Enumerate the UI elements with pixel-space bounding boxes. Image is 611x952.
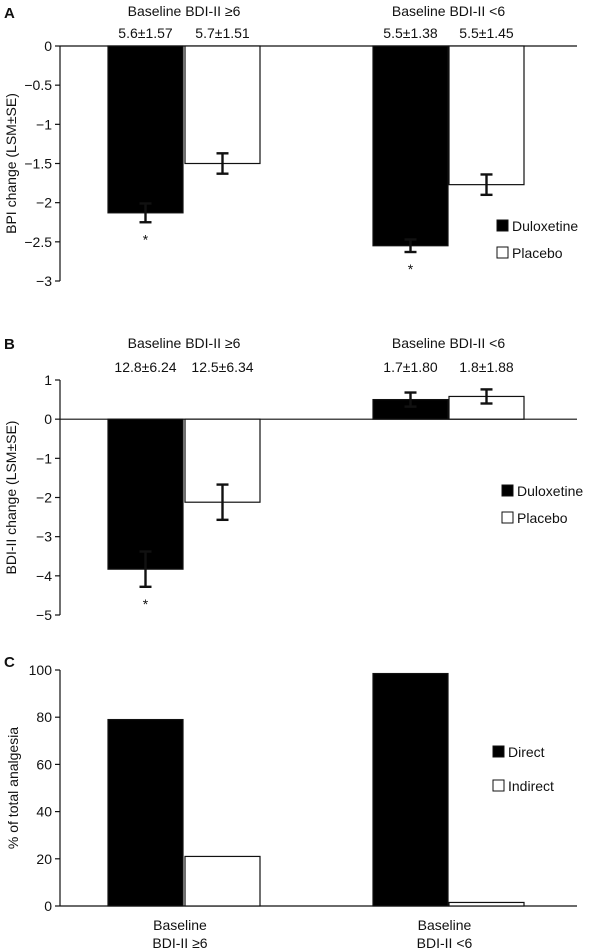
y-tick-label: 40 [36,804,52,820]
error-bar-placebo-group-1 [216,152,229,175]
y-tick-label: −4 [36,568,52,584]
baseline-label: 12.8±6.24 [114,359,176,375]
legend-swatch [501,484,514,497]
y-tick-label: −0.5 [24,77,52,93]
bar-indirect-group-2 [448,901,525,907]
y-tick-label: −5 [36,607,52,623]
legend-label: Indirect [508,778,554,794]
y-tick-label: 0 [44,898,52,914]
baseline-label: 1.7±1.80 [383,359,438,375]
y-tick-label: −1 [36,450,52,466]
baseline-label: 5.5±1.45 [459,25,514,41]
panel-b: B 1 0 −1 −2 −3 −4 −5 BDI-II change (LSM±SE) * Base… [3,335,583,623]
legend-swatch [496,219,509,232]
legend-item-duloxetine: Duloxetine [501,483,583,499]
y-tick-label: −1 [36,116,52,132]
group-title: Baseline BDI-II <6 [392,3,505,19]
error-bar-duloxetine-group-2 [404,238,417,254]
legend-label: Duloxetine [512,218,578,234]
legend-swatch [492,745,505,758]
bar-duloxetine-group-1 [107,418,184,570]
significance-marker: * [143,596,149,612]
bar-duloxetine-group-1 [107,45,184,214]
panel-label: A [4,5,15,22]
y-tick-label: 100 [29,662,53,678]
bar-direct-group-2 [372,672,449,907]
y-tick-label: 80 [36,709,52,725]
group-title: Baseline BDI-II ≥6 [128,335,241,351]
y-tick-label: −1.5 [24,156,52,172]
baseline-label: 12.5±6.34 [191,359,253,375]
panel-a: A 0 −0.5 −1 −1.5 −2 −2.5 −3 BPI change (LSM±SE) *… [3,3,578,289]
y-axis-label: BPI change (LSM±SE) [3,93,19,234]
y-tick-label: 60 [36,756,52,772]
legend-label: Placebo [512,245,563,261]
y-tick-label: −2 [36,195,52,211]
legend-item-placebo: Placebo [496,245,563,261]
bar-indirect-group-1 [184,855,261,907]
y-tick-label: 1 [44,372,52,388]
legend-item-indirect: Indirect [492,778,554,794]
legend-swatch [492,779,505,792]
y-axis-label: % of total analgesia [5,727,21,849]
error-bar-placebo-group-1 [216,483,229,522]
bar-direct-group-1 [107,718,184,907]
y-tick-label: −3 [36,529,52,545]
y-tick-label: −3 [36,273,52,289]
x-category-label: Baseline [153,917,207,933]
y-tick-label: 20 [36,851,52,867]
y-tick-label: −2.5 [24,234,52,250]
baseline-label: 1.8±1.88 [459,359,514,375]
baseline-label: 5.5±1.38 [383,25,438,41]
error-bar-duloxetine-group-1 [139,550,152,588]
group-title: Baseline BDI-II ≥6 [128,3,241,19]
bar-placebo-group-2 [448,45,525,186]
bar-placebo-group-1 [184,45,261,165]
legend-swatch [501,511,514,524]
x-category-label: BDI-II ≥6 [152,935,207,951]
significance-marker: * [408,261,414,277]
y-tick-label: −2 [36,490,52,506]
x-category-label: Baseline [418,917,472,933]
y-tick-label: 0 [44,38,52,54]
bar-duloxetine-group-2 [372,45,449,247]
y-axis-label: BDI-II change (LSM±SE) [3,421,19,575]
legend-label: Direct [508,744,545,760]
group-title: Baseline BDI-II <6 [392,335,505,351]
legend-item-direct: Direct [492,744,545,760]
panel-label: C [4,654,15,671]
panel-c: C 0 20 40 60 80 100 % of total analgesia Baselin… [4,654,577,951]
error-bar-duloxetine-group-1 [139,202,152,224]
y-tick-label: 0 [44,411,52,427]
baseline-label: 5.6±1.57 [118,25,173,41]
legend-item-placebo: Placebo [501,510,568,526]
panel-label: B [4,336,15,353]
significance-marker: * [143,231,149,247]
legend-item-duloxetine: Duloxetine [496,218,578,234]
error-bar-placebo-group-2 [480,388,493,405]
legend-label: Placebo [517,510,568,526]
baseline-label: 5.7±1.51 [195,25,250,41]
legend-label: Duloxetine [517,483,583,499]
legend-swatch [496,246,509,259]
error-bar-placebo-group-2 [480,173,493,197]
x-category-label: BDI-II <6 [417,935,473,951]
error-bar-duloxetine-group-2 [404,391,417,408]
